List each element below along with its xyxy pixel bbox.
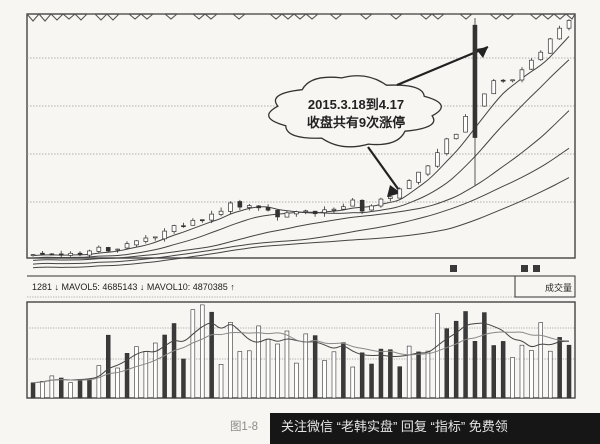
svg-text:成交量: 成交量 xyxy=(545,282,572,293)
svg-text:2015.3.18到4.17: 2015.3.18到4.17 xyxy=(308,97,404,112)
svg-text:图1-8: 图1-8 xyxy=(230,420,258,433)
svg-text:关注微信 “老韩实盘” 回复 “指标” 免费领: 关注微信 “老韩实盘” 回复 “指标” 免费领 xyxy=(281,419,508,434)
svg-text:1281 ↓ MAVOL5: 4685143 ↓ MAV: 1281 ↓ MAVOL5: 4685143 ↓ MAVOL10: 487038… xyxy=(32,282,235,292)
svg-text:收盘共有9次涨停: 收盘共有9次涨停 xyxy=(307,115,405,130)
